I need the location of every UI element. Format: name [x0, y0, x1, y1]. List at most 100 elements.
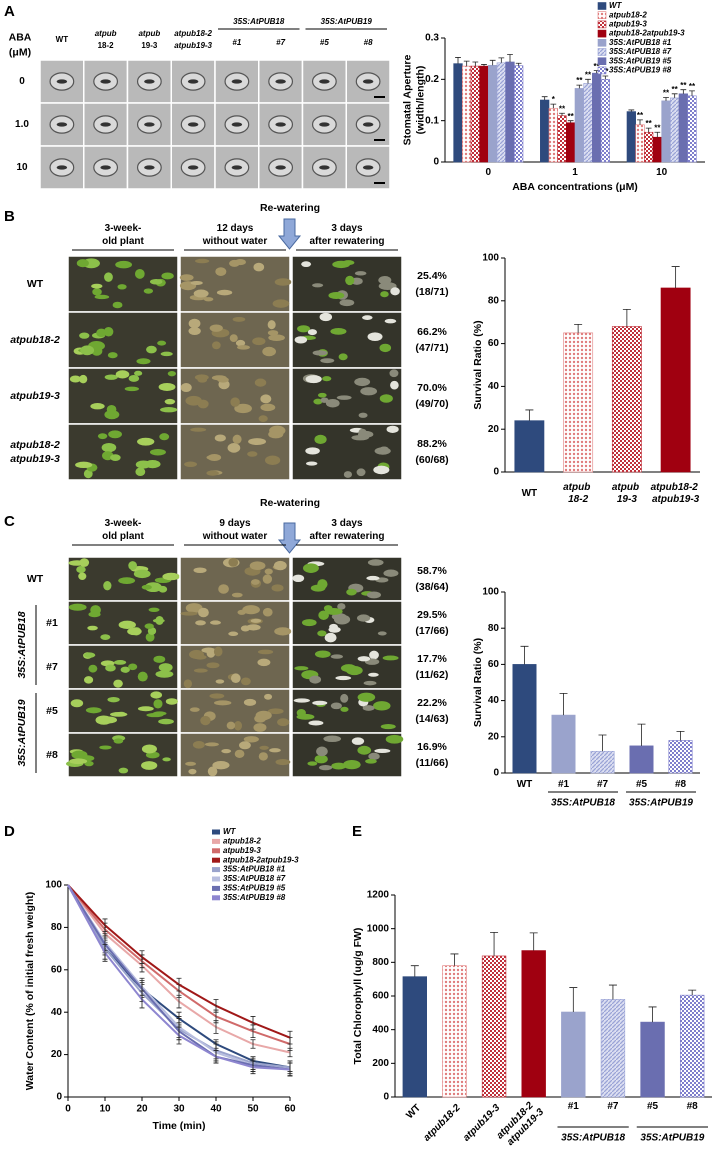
- bar: [521, 950, 546, 1098]
- bar: [661, 100, 671, 163]
- significance: **: [594, 62, 601, 71]
- leaf: [267, 320, 276, 330]
- leaf: [206, 662, 220, 669]
- leaf: [229, 259, 240, 267]
- survival-percent: 66.2%: [417, 326, 447, 338]
- leaf: [253, 723, 267, 732]
- leaf: [305, 461, 318, 466]
- error-bar: [102, 918, 108, 933]
- column-label: WT: [56, 35, 69, 44]
- leaf: [161, 272, 174, 280]
- error-bar: [671, 266, 680, 288]
- y-tick-label: 200: [372, 1058, 389, 1069]
- row-label: #5: [46, 705, 58, 717]
- legend-swatch: [597, 11, 607, 19]
- leaf: [68, 603, 87, 611]
- x-tick-label: 10: [99, 1104, 111, 1115]
- leaf: [369, 650, 379, 660]
- row-label: atpub18-2: [10, 439, 60, 451]
- leaf: [76, 259, 89, 268]
- error-bar: [287, 1062, 293, 1077]
- leaf: [382, 655, 399, 661]
- leaf: [328, 292, 345, 300]
- leaf: [136, 358, 151, 365]
- leaf: [155, 670, 174, 678]
- row-label: 0: [19, 76, 25, 87]
- leaf: [193, 654, 207, 660]
- bar: [660, 287, 691, 473]
- leaf: [209, 693, 225, 699]
- error-bar: [250, 1039, 256, 1049]
- leaf: [358, 412, 368, 418]
- error-bar: [576, 84, 583, 89]
- leaf: [141, 584, 152, 590]
- error-bar: [213, 999, 219, 1013]
- x-tick-label: #1: [568, 1101, 580, 1112]
- y-tick-label: 60: [51, 964, 63, 975]
- column-label: atpub: [138, 29, 160, 38]
- leaf: [95, 715, 113, 725]
- leaf: [71, 750, 88, 759]
- leaf: [331, 762, 347, 770]
- pore: [319, 165, 330, 170]
- pore: [231, 79, 243, 84]
- leaf: [76, 566, 86, 574]
- leaf: [179, 274, 194, 281]
- leaf: [80, 345, 95, 356]
- bar: [611, 326, 642, 473]
- error-bar: [213, 1049, 219, 1064]
- leaf: [251, 579, 260, 585]
- leaf: [357, 656, 371, 662]
- error-bar: [608, 984, 617, 1000]
- bar: [600, 79, 610, 163]
- survival-count: (14/63): [415, 713, 448, 725]
- leaf: [275, 758, 291, 766]
- error-bar: [463, 60, 470, 67]
- bar: [635, 124, 645, 163]
- leaf: [257, 658, 271, 667]
- column-label: #8: [364, 38, 373, 47]
- error-bar: [250, 1060, 256, 1075]
- survival-percent: 58.7%: [417, 565, 447, 577]
- leaf: [118, 620, 136, 630]
- leaf: [106, 404, 117, 414]
- bar: [679, 994, 705, 1098]
- group-label: 35S:AtPUB19: [640, 1133, 704, 1144]
- leaf: [249, 561, 266, 571]
- error-bar: [637, 723, 646, 746]
- legend-label: atpub19-3: [223, 846, 261, 855]
- y-tick-label: 0.3: [425, 33, 439, 44]
- leaf: [109, 712, 128, 717]
- y-axis-label: Stomatal Aperture: [401, 55, 413, 146]
- y-axis-label: Total Chlorophyll (ug/g FW): [352, 928, 364, 1065]
- header: Re-watering: [260, 497, 320, 509]
- x-tick-label: 10: [656, 167, 668, 178]
- leaf: [379, 394, 393, 403]
- significance: **: [637, 111, 644, 120]
- column-label: 3-week-: [105, 518, 142, 529]
- legend-label: atpub18-2: [609, 10, 647, 19]
- leaf: [379, 343, 392, 353]
- panel-label: A: [4, 3, 15, 20]
- leaf: [113, 738, 124, 744]
- leaf: [75, 461, 93, 469]
- plant-photo: [291, 311, 403, 369]
- leaf: [79, 332, 90, 339]
- leaf: [239, 741, 251, 750]
- leaf: [158, 585, 168, 593]
- leaf: [297, 325, 311, 333]
- y-tick-label: 0: [56, 1092, 62, 1103]
- survival-percent: 70.0%: [417, 382, 447, 394]
- survival-count: (11/66): [416, 757, 449, 769]
- error-bar: [176, 1026, 182, 1045]
- leaf: [158, 663, 173, 672]
- error-bar: [602, 75, 609, 80]
- leaf: [232, 434, 242, 444]
- leaf: [79, 374, 88, 384]
- bar: [488, 64, 498, 163]
- column-label: without water: [202, 236, 268, 247]
- leaf: [210, 620, 221, 625]
- leaf: [137, 437, 155, 446]
- x-tick-label: 0: [486, 167, 492, 178]
- leaf: [85, 707, 102, 714]
